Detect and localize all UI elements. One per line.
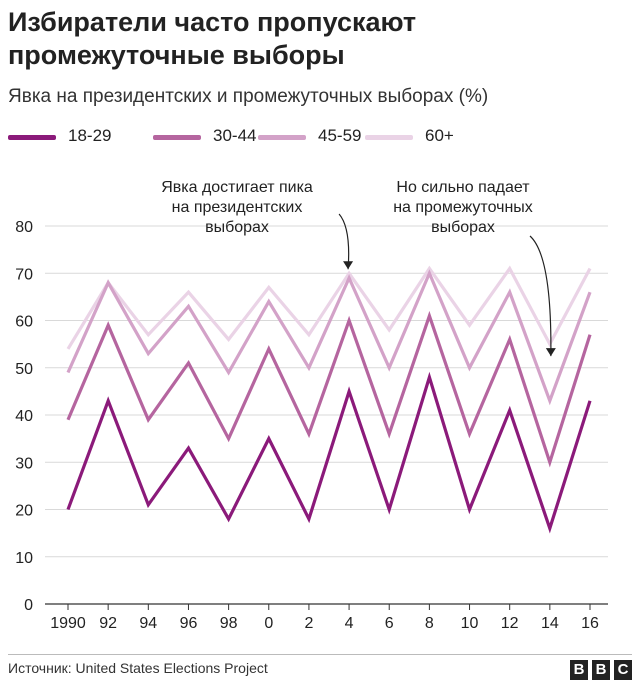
legend-label-18-29: 18-29 bbox=[68, 126, 112, 145]
x-tick-label-98: 98 bbox=[220, 615, 238, 632]
x-tick-label-4: 4 bbox=[345, 615, 354, 632]
x-tick-label-0: 0 bbox=[264, 615, 273, 632]
annotation-drop-arrow bbox=[529, 235, 552, 357]
annotation-peak-line-2: на президентских bbox=[172, 199, 303, 216]
x-tick-label-92: 92 bbox=[99, 615, 117, 632]
chart-title: Избиратели часто пропускают промежуточны… bbox=[8, 7, 417, 70]
y-tick-label-10: 10 bbox=[15, 550, 33, 567]
series-line-30-44 bbox=[66, 310, 592, 468]
legend-label-60-plus: 60+ bbox=[425, 126, 454, 145]
legend-label-30-44: 30-44 bbox=[213, 126, 257, 145]
y-tick-label-50: 50 bbox=[15, 361, 33, 378]
annotation-peak-line-3: выборах bbox=[205, 219, 269, 236]
bbc-logo: B B C bbox=[570, 660, 632, 680]
x-tick-label-1990: 1990 bbox=[50, 615, 86, 632]
y-tick-label-70: 70 bbox=[15, 266, 33, 283]
x-tick-label-10: 10 bbox=[461, 615, 479, 632]
y-tick-label-0: 0 bbox=[24, 597, 33, 614]
series-line-60-plus bbox=[66, 265, 592, 350]
source-note: Источник: United States Elections Projec… bbox=[8, 660, 268, 676]
x-tick-label-96: 96 bbox=[180, 615, 198, 632]
y-tick-label-80: 80 bbox=[15, 219, 33, 236]
series-line-45-59 bbox=[66, 269, 592, 406]
bbc-logo-letter-3: C bbox=[614, 660, 632, 680]
y-tick-label-30: 30 bbox=[15, 455, 33, 472]
legend-swatch-30-44 bbox=[153, 135, 201, 140]
annotation-peak-arrowhead bbox=[343, 261, 354, 270]
y-tick-label-40: 40 bbox=[15, 408, 33, 425]
bbc-logo-letter-2: B bbox=[592, 660, 610, 680]
y-tick-label-60: 60 bbox=[15, 314, 33, 331]
legend-swatch-18-29 bbox=[8, 135, 56, 140]
x-tick-label-8: 8 bbox=[425, 615, 434, 632]
annotation-peak-arrow bbox=[338, 213, 350, 270]
line-chart: 0 10 20 30 40 50 60 70 80 1990 92 94 96 98 0 2 4 6 8 10 12 14… bbox=[15, 179, 608, 632]
x-tick-label-2: 2 bbox=[304, 615, 313, 632]
x-tick-label-14: 14 bbox=[541, 615, 559, 632]
series-line-18-29 bbox=[66, 371, 592, 534]
bbc-logo-letter-1: B bbox=[570, 660, 588, 680]
annotation-peak-line-1: Явка достигает пика bbox=[161, 179, 313, 196]
x-tick-label-16: 16 bbox=[581, 615, 599, 632]
x-tick-label-12: 12 bbox=[501, 615, 519, 632]
legend-swatch-60-plus bbox=[365, 135, 413, 140]
x-tick-label-94: 94 bbox=[139, 615, 157, 632]
legend-swatch-45-59 bbox=[258, 135, 306, 140]
annotation-drop-line-3: выборах bbox=[431, 219, 495, 236]
legend-label-45-59: 45-59 bbox=[318, 126, 362, 145]
x-tick-label-6: 6 bbox=[385, 615, 394, 632]
annotation-drop-line-2: на промежуточных bbox=[393, 199, 533, 216]
chart-subtitle: Явка на президентских и промежуточных вы… bbox=[8, 86, 489, 107]
annotation-drop-line-1: Но сильно падает bbox=[396, 179, 530, 196]
annotation-drop-arrowhead bbox=[545, 348, 556, 357]
y-tick-label-20: 20 bbox=[15, 503, 33, 520]
footer-divider bbox=[8, 654, 632, 655]
